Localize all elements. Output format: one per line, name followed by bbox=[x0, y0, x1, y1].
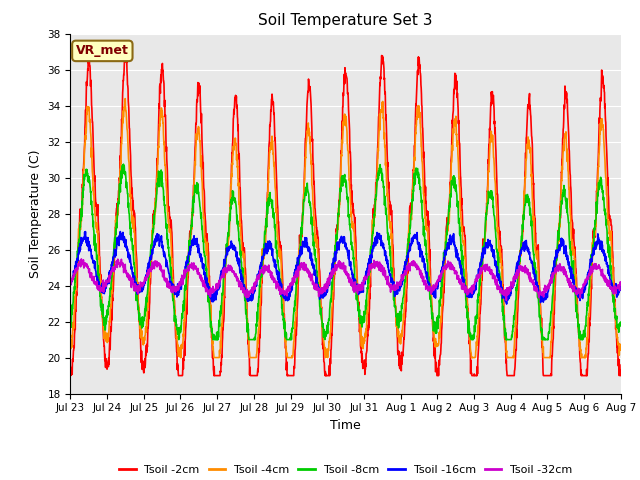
Text: VR_met: VR_met bbox=[76, 44, 129, 58]
Tsoil -16cm bbox=[220, 260, 228, 266]
Tsoil -2cm bbox=[67, 364, 74, 370]
Line: Tsoil -2cm: Tsoil -2cm bbox=[70, 55, 621, 375]
Tsoil -16cm bbox=[584, 274, 592, 279]
Tsoil -8cm bbox=[569, 264, 577, 269]
Tsoil -32cm bbox=[374, 262, 381, 268]
Tsoil -4cm bbox=[584, 327, 592, 333]
Tsoil -2cm bbox=[362, 364, 370, 370]
Line: Tsoil -32cm: Tsoil -32cm bbox=[70, 259, 621, 300]
Tsoil -8cm bbox=[362, 306, 370, 312]
Tsoil -8cm bbox=[221, 264, 228, 270]
Tsoil -32cm bbox=[569, 285, 577, 291]
Tsoil -32cm bbox=[220, 269, 228, 275]
Tsoil -32cm bbox=[506, 287, 514, 292]
Tsoil -8cm bbox=[67, 321, 74, 327]
Line: Tsoil -4cm: Tsoil -4cm bbox=[70, 98, 621, 358]
Tsoil -2cm bbox=[617, 372, 625, 378]
Tsoil -8cm bbox=[374, 174, 381, 180]
Tsoil -16cm bbox=[67, 281, 74, 287]
Tsoil -16cm bbox=[617, 286, 625, 291]
X-axis label: Time: Time bbox=[330, 419, 361, 432]
Tsoil -2cm bbox=[569, 220, 577, 226]
Tsoil -8cm bbox=[506, 336, 514, 342]
Tsoil -16cm bbox=[506, 289, 514, 295]
Line: Tsoil -8cm: Tsoil -8cm bbox=[70, 164, 621, 339]
Tsoil -4cm bbox=[569, 252, 577, 258]
Tsoil -32cm bbox=[67, 281, 74, 287]
Tsoil -4cm bbox=[617, 342, 625, 348]
Tsoil -4cm bbox=[506, 355, 514, 360]
Tsoil -2cm bbox=[221, 294, 228, 300]
Tsoil -2cm bbox=[506, 372, 514, 378]
Tsoil -2cm bbox=[584, 355, 592, 360]
Tsoil -32cm bbox=[77, 256, 85, 262]
Tsoil -4cm bbox=[362, 334, 370, 340]
Tsoil -4cm bbox=[374, 156, 381, 161]
Line: Tsoil -16cm: Tsoil -16cm bbox=[70, 231, 621, 304]
Tsoil -2cm bbox=[67, 372, 74, 378]
Y-axis label: Soil Temperature (C): Soil Temperature (C) bbox=[29, 149, 42, 278]
Tsoil -32cm bbox=[584, 273, 592, 279]
Tsoil -2cm bbox=[85, 52, 93, 58]
Tsoil -8cm bbox=[584, 300, 592, 305]
Tsoil -4cm bbox=[67, 342, 74, 348]
Tsoil -32cm bbox=[362, 275, 369, 281]
Tsoil -8cm bbox=[175, 336, 182, 342]
Tsoil -4cm bbox=[177, 355, 184, 360]
Title: Soil Temperature Set 3: Soil Temperature Set 3 bbox=[259, 13, 433, 28]
Tsoil -2cm bbox=[374, 140, 381, 145]
Tsoil -8cm bbox=[617, 320, 625, 326]
Tsoil -32cm bbox=[617, 281, 625, 287]
Legend: Tsoil -2cm, Tsoil -4cm, Tsoil -8cm, Tsoil -16cm, Tsoil -32cm: Tsoil -2cm, Tsoil -4cm, Tsoil -8cm, Tsoi… bbox=[115, 460, 577, 479]
Tsoil -16cm bbox=[374, 230, 381, 236]
Tsoil -16cm bbox=[82, 228, 90, 234]
Tsoil -32cm bbox=[502, 298, 510, 303]
Tsoil -4cm bbox=[221, 273, 228, 278]
Tsoil -4cm bbox=[122, 96, 129, 101]
Tsoil -16cm bbox=[569, 274, 577, 280]
Tsoil -8cm bbox=[120, 161, 127, 167]
Tsoil -16cm bbox=[362, 274, 369, 280]
Tsoil -16cm bbox=[503, 301, 511, 307]
